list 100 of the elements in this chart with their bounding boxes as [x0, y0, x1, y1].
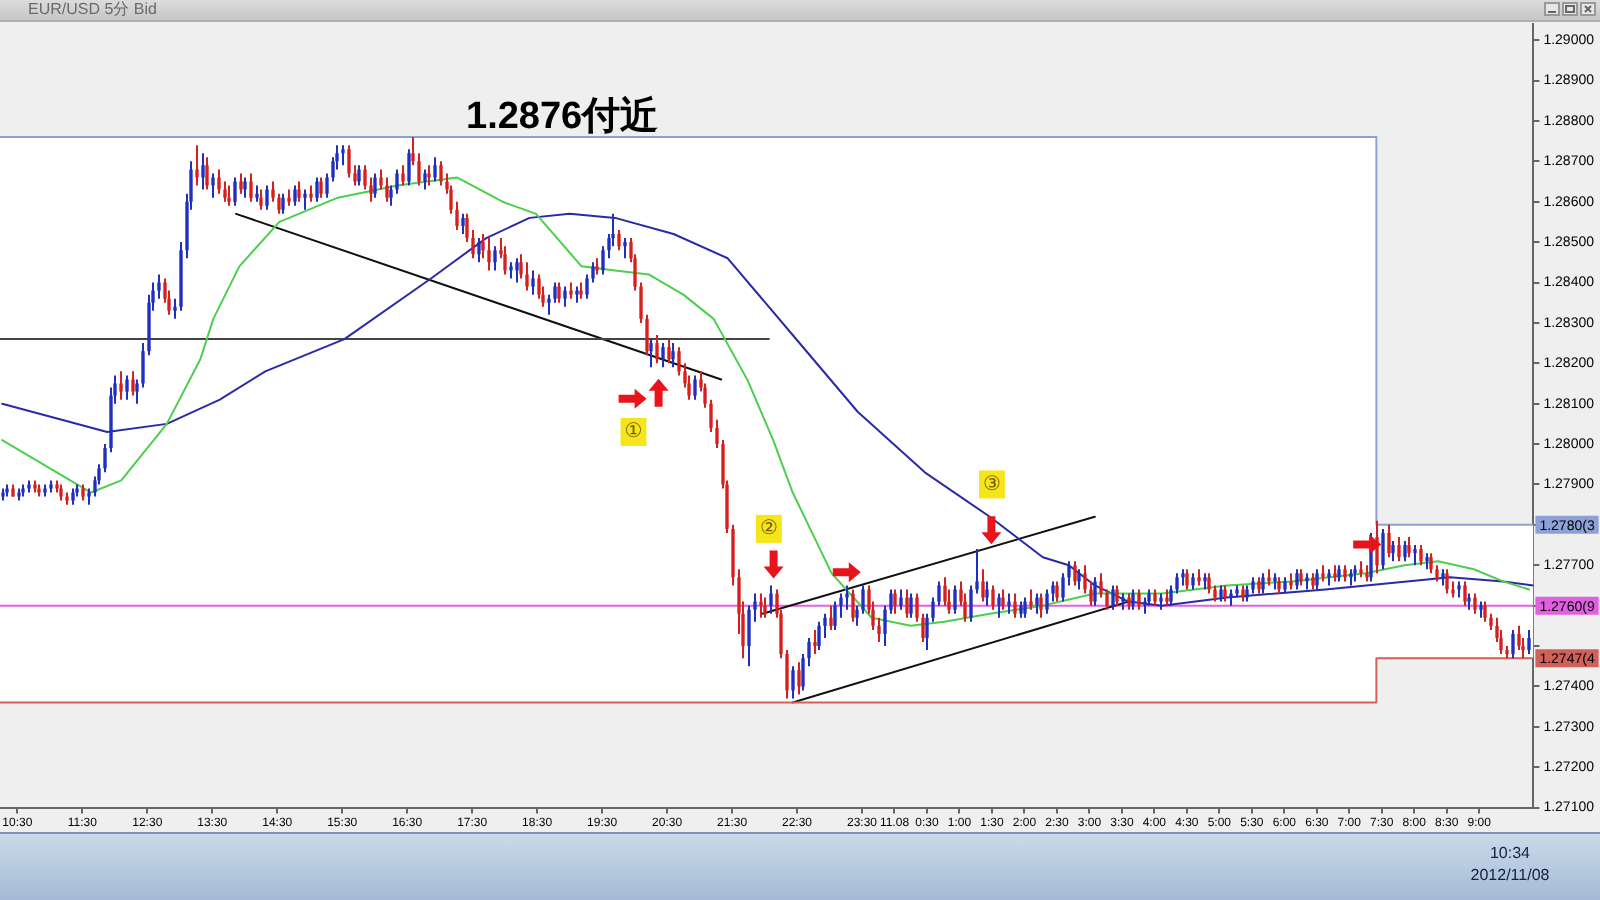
candlestick — [119, 370, 123, 401]
candlestick — [427, 164, 431, 187]
candlestick — [315, 176, 319, 203]
candlestick — [693, 374, 697, 401]
candlestick — [1483, 600, 1487, 623]
candlestick — [1261, 572, 1265, 595]
candlestick — [1115, 584, 1119, 607]
candlestick — [243, 176, 247, 199]
candlestick — [1473, 592, 1477, 615]
candlestick — [909, 592, 913, 619]
candlestick — [557, 281, 561, 304]
candlestick — [1397, 535, 1401, 563]
candlestick — [1013, 592, 1017, 619]
candlestick — [515, 257, 519, 284]
annotation: ① — [624, 421, 643, 444]
candlestick — [1315, 568, 1319, 591]
candlestick — [1001, 588, 1005, 611]
candlestick — [1093, 576, 1097, 607]
candlestick — [1407, 535, 1411, 559]
candlestick — [125, 374, 129, 401]
candlestick — [249, 172, 253, 203]
candlestick — [985, 580, 989, 607]
candlestick — [981, 568, 985, 603]
candlestick — [671, 342, 675, 369]
candlestick — [487, 237, 491, 272]
candlestick — [239, 172, 243, 195]
annotation: ③ — [982, 473, 1001, 496]
candlestick — [1045, 588, 1049, 615]
candlestick — [1207, 572, 1211, 595]
candlestick — [1035, 592, 1039, 615]
candlestick — [759, 592, 763, 619]
candlestick — [1295, 568, 1299, 591]
candlestick — [997, 592, 1001, 619]
candlestick — [477, 237, 481, 264]
candlestick — [537, 273, 541, 300]
candlestick — [297, 180, 301, 203]
candlestick — [649, 338, 653, 369]
candlestick — [991, 584, 995, 611]
candlestick — [769, 584, 773, 615]
candlestick — [1077, 568, 1081, 591]
candlestick — [1403, 540, 1407, 563]
candlestick — [905, 588, 909, 619]
candlestick — [899, 588, 903, 611]
text: 10:34 — [1487, 842, 1533, 864]
candlestick — [661, 342, 665, 369]
candlestick — [357, 164, 361, 187]
candlestick — [617, 229, 621, 252]
candlestick — [1007, 592, 1011, 615]
candlestick — [407, 148, 411, 187]
candlestick — [293, 184, 297, 207]
candlestick — [1131, 588, 1135, 611]
candlestick — [893, 588, 897, 615]
candlestick — [1527, 628, 1531, 656]
candlestick — [1445, 568, 1449, 595]
candlestick — [131, 370, 135, 397]
candlestick — [433, 156, 437, 183]
candlestick — [829, 604, 833, 631]
candlestick — [1463, 580, 1467, 607]
candlestick — [1029, 588, 1033, 611]
candlestick — [401, 164, 405, 187]
candlestick — [319, 176, 323, 199]
candlestick — [439, 160, 443, 187]
candlestick — [347, 144, 351, 179]
candlestick — [281, 192, 285, 215]
candlestick — [217, 168, 221, 195]
candlestick — [851, 588, 855, 623]
candlestick — [667, 338, 671, 365]
candlestick — [1185, 568, 1189, 591]
candlestick — [201, 152, 205, 191]
candlestick — [833, 600, 837, 631]
candlestick — [1387, 523, 1391, 559]
candlestick — [797, 661, 801, 696]
candlestick — [817, 620, 821, 652]
candlestick — [531, 269, 535, 296]
candlestick — [525, 261, 529, 292]
annotation: ② — [759, 518, 778, 541]
candlestick — [1517, 624, 1521, 652]
candlestick — [813, 628, 817, 656]
candlestick — [259, 188, 263, 211]
candlestick — [655, 334, 659, 365]
candlestick — [943, 576, 947, 607]
candlestick — [791, 665, 795, 700]
candlestick — [1413, 544, 1417, 567]
candlestick — [205, 156, 209, 191]
candlestick — [845, 584, 849, 611]
candlestick — [265, 184, 269, 211]
candlestick — [623, 237, 627, 260]
candlestick — [461, 212, 465, 236]
candlestick — [211, 172, 215, 199]
candlestick — [1511, 628, 1515, 660]
annotation: 1.2876付近 — [466, 96, 659, 140]
candlestick — [195, 144, 199, 187]
candlestick — [1429, 552, 1433, 575]
candlestick — [1055, 580, 1059, 603]
candlestick — [503, 245, 507, 276]
candlestick — [1073, 560, 1077, 587]
candlestick — [1391, 540, 1395, 563]
candlestick — [1023, 596, 1027, 619]
candlestick — [1039, 592, 1043, 619]
candlestick — [1381, 527, 1385, 571]
